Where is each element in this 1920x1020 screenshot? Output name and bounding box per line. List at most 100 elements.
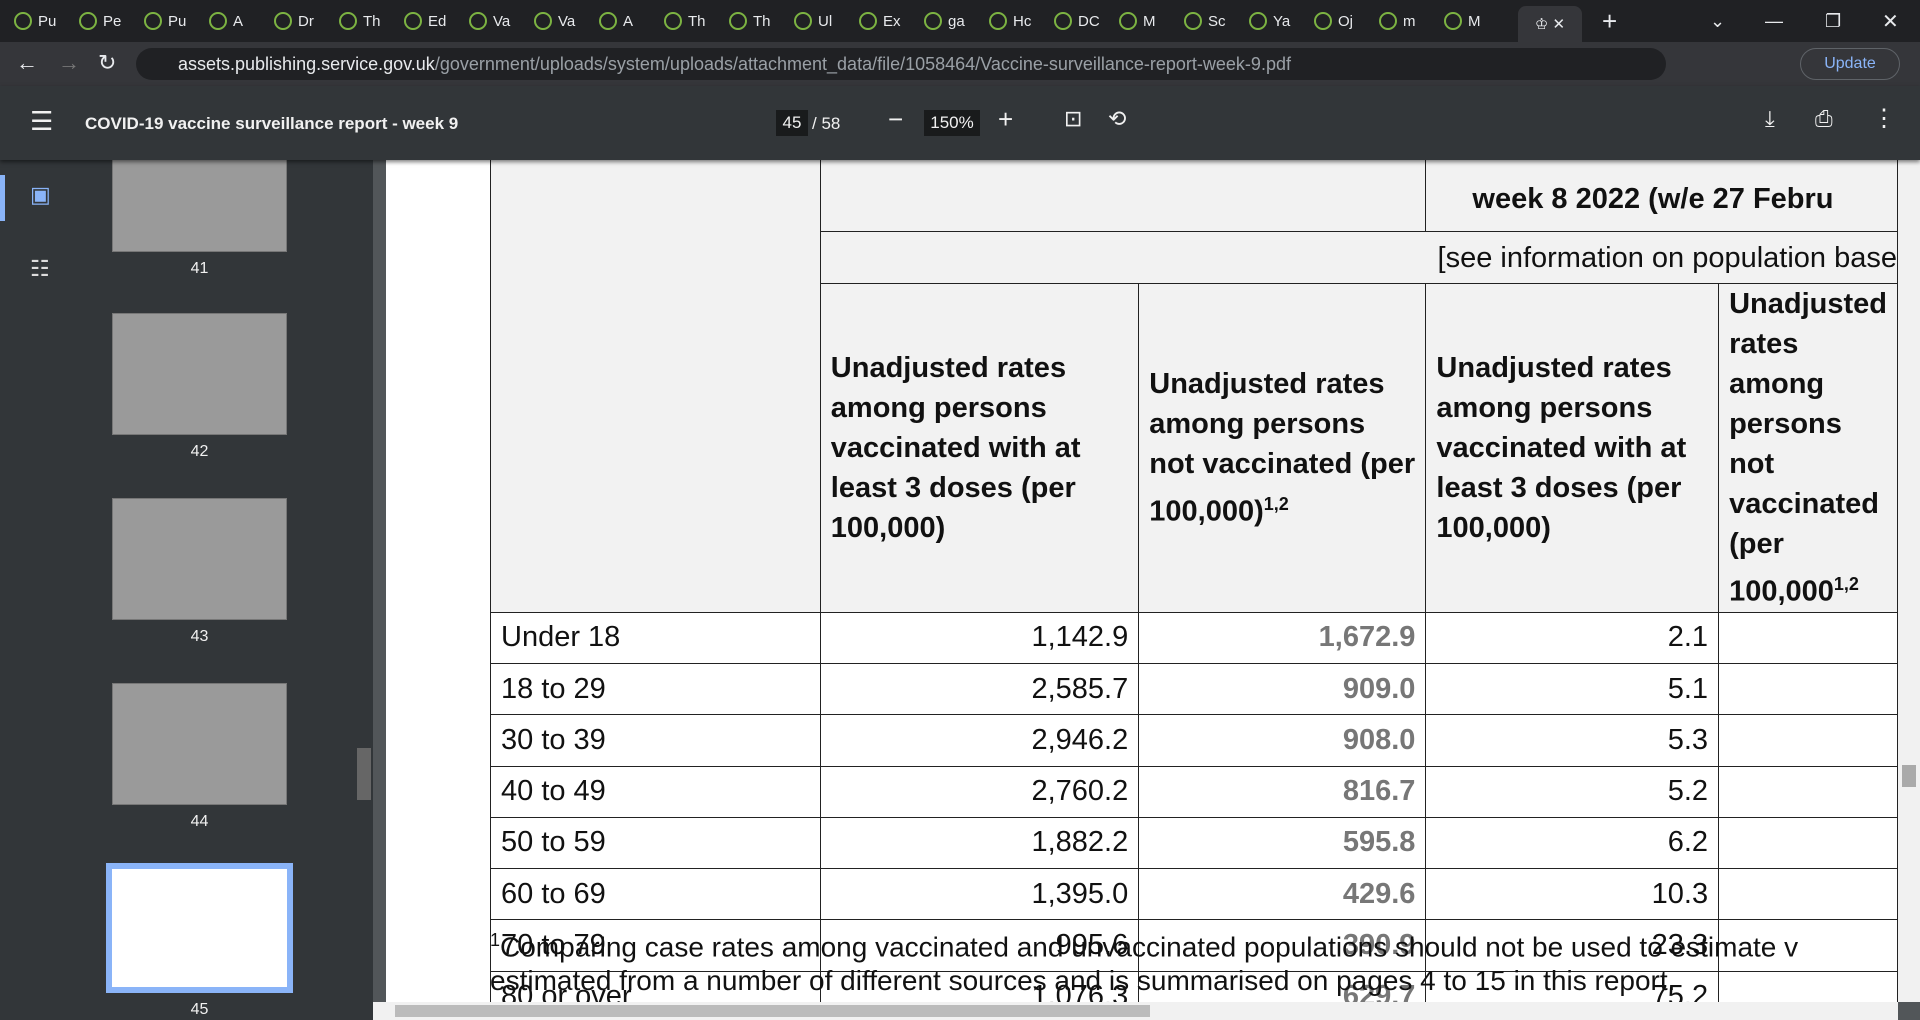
tab[interactable]: Th [339,6,399,36]
outline-tab[interactable]: ☷ [30,256,50,281]
tab[interactable]: A [599,6,659,36]
page-thumbnail[interactable] [112,313,287,435]
table-row: 18 to 29 2,585.7 909.0 5.1 [490,662,1898,716]
header-row: Unadjusted rates among persons vaccinate… [491,283,1898,613]
tab-icon [794,12,812,30]
forward[interactable]: → [58,50,80,75]
column-title: Unadjusted rates among persons not vacci… [1149,368,1416,528]
sidebar: ▣ ☷ 41 42 43 44 45 [0,160,355,1020]
column-header: Unadjusted rates among persons not vacci… [1718,283,1898,613]
tab[interactable]: Pu [144,6,204,36]
table-row: 30 to 39 2,946.2 908.0 5.3 [490,714,1898,767]
tab[interactable]: Ed [404,6,464,36]
tab-title: Sc [1208,12,1226,30]
tab[interactable]: M [1119,6,1179,36]
table-row: 60 to 69 1,395.0 429.6 10.3 [490,868,1898,921]
column-header: Unadjusted rates among persons not vacci… [1138,283,1427,613]
tab[interactable]: Sc [1184,6,1244,36]
tab-icon [144,12,162,30]
tab-icon [989,12,1007,30]
rate [1718,816,1898,870]
tab-title: Ed [428,12,447,30]
footnote-ref: 1,2 [1263,494,1289,514]
page-thumbnail[interactable] [112,160,287,252]
blank-header [819,160,1427,232]
tab[interactable]: M [1444,6,1504,36]
footnote: estimated from a number of different sou… [490,965,1676,996]
tab-title: Th [688,12,706,30]
rate: 2,585.7 [819,662,1140,716]
rotate[interactable]: ⟲ [1108,106,1127,131]
age-group: 50 to 59 [490,816,821,870]
tab-icon [274,12,292,30]
page-total: / 58 [812,114,841,133]
header-row: week 8 2022 (w/e 27 Febru [490,160,1898,613]
page-input[interactable]: 45 [776,110,808,136]
tab-icon [14,12,32,30]
tab[interactable]: A [209,6,269,36]
new-tab[interactable]: + [1602,5,1618,36]
tab-search[interactable]: ⌄ [1710,10,1726,31]
tab[interactable]: ga [924,6,984,36]
minimize[interactable]: — [1765,10,1783,31]
print[interactable]: ⎙ [1815,106,1833,131]
tab[interactable]: Pe [79,6,139,36]
h-scroll-thumb[interactable] [395,1005,1150,1017]
page-thumbnail[interactable] [106,863,293,993]
tab-title: Th [363,12,381,30]
tab-icon [209,12,227,30]
back[interactable]: ← [16,50,38,75]
tab-title: M [1143,12,1156,30]
thumbnails-tab[interactable]: ▣ [30,182,51,207]
tab-icon [664,12,682,30]
restore[interactable]: ❐ [1825,10,1842,31]
tab[interactable]: m [1379,6,1439,36]
page-thumbnail[interactable] [112,498,287,620]
column-title: Unadjusted rates among persons vaccinate… [830,351,1081,544]
url-path: /government/uploads/system/uploads/attac… [434,54,1291,74]
tab-icon [924,12,942,30]
rate: 1,672.9 [1138,611,1427,664]
tab[interactable]: Oj [1314,6,1374,36]
tab-icon [1184,12,1202,30]
download[interactable]: ⤓ [1765,106,1775,131]
period-header: week 8 2022 (w/e 27 Febru [1425,160,1898,232]
rate: 75.2 [1425,970,1720,1002]
tab[interactable]: Th [664,6,724,36]
tab-icon [599,12,617,30]
footnote: 1Comparing case rates among vaccinated a… [490,930,1798,963]
tab[interactable]: Ul [794,6,854,36]
tab[interactable]: Ya [1249,6,1309,36]
tab-title: Hc [1013,12,1032,30]
column-header: Unadjusted rates among persons vaccinate… [819,283,1140,613]
close[interactable]: ✕ [1882,10,1899,33]
rate [1718,970,1898,1002]
tab-title: Va [558,12,576,30]
age-group: 70 to 79 [490,919,821,972]
tab-title: A [233,12,244,30]
tab[interactable]: Va [534,6,594,36]
reload[interactable]: ↻ [98,50,117,75]
tab[interactable]: Pu [14,6,74,36]
more[interactable]: ⋮ [1872,105,1896,132]
column-header: Unadjusted rates among persons vaccinate… [1425,283,1720,613]
v-scroll-thumb[interactable] [1902,765,1916,787]
tab[interactable]: Hc [989,6,1049,36]
zoom-input[interactable]: 150% [924,110,980,136]
active-tab[interactable]: ♔ ✕ [1518,6,1582,42]
url[interactable]: assets.publishing.service.gov.uk/governm… [136,48,1666,80]
fit[interactable]: ⊡ [1064,106,1083,131]
sidebar-scroll-thumb[interactable] [357,748,371,800]
tab[interactable]: Dr [274,6,334,36]
page-thumbnail[interactable] [112,683,287,805]
tab[interactable]: DC [1054,6,1114,36]
zoom-in[interactable]: + [998,104,1014,134]
menu[interactable]: ☰ [30,106,54,136]
tab[interactable]: Va [469,6,529,36]
tab-icon [1054,12,1072,30]
age-group: 40 to 49 [490,765,821,818]
tab[interactable]: Th [729,6,789,36]
update-button[interactable]: Update [1800,48,1900,80]
tab[interactable]: Ex [859,6,919,36]
zoom-out[interactable]: − [888,104,904,134]
